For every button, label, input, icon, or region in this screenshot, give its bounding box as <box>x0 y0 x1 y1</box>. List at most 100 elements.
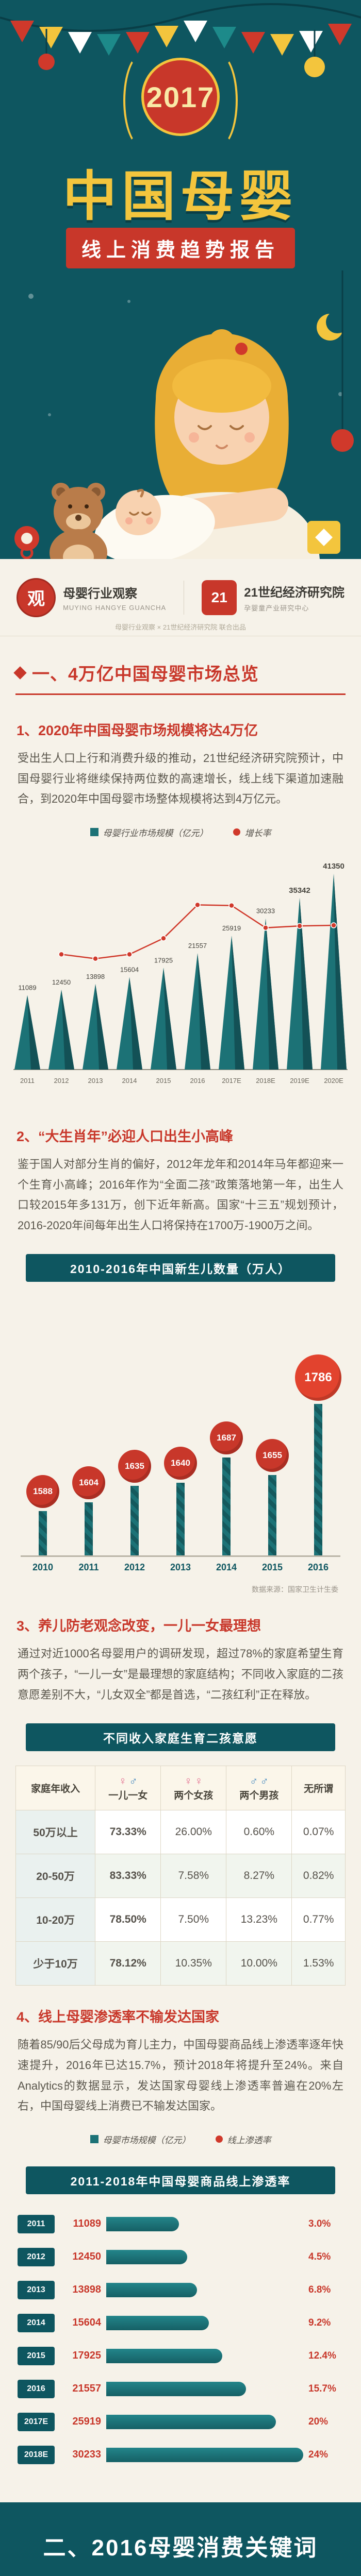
svg-text:2017E: 2017E <box>222 1077 241 1084</box>
svg-text:11089: 11089 <box>18 984 36 992</box>
market-size-chart: 11089 2011 12450 2012 13898 2013 15604 2014 1792… <box>10 845 351 1105</box>
market-size-bar <box>106 2315 209 2330</box>
penetration-value: 6.8% <box>308 2284 331 2295</box>
column-header: ♀ ♀ 两个女孩 <box>160 1766 227 1811</box>
newborn-year-label: 2014 <box>216 1562 237 1573</box>
section2-banner: 二、2016母婴消费关键词 品质、品牌、性价比 <box>0 2502 361 2576</box>
legend-market-size: 母婴市场规模（亿元） <box>90 2133 191 2146</box>
newborn-year-label: 2013 <box>170 1562 191 1573</box>
publisher-name: 母婴行业观察 <box>63 587 138 601</box>
market-size-bar <box>106 2414 276 2429</box>
value-cell: 1.53% <box>291 1941 346 1986</box>
legend-growth-rate: 增长率 <box>233 826 271 839</box>
report-subtitle: 线上消费趋势报告 <box>65 228 296 268</box>
newborn-value-bubble: 1655 <box>256 1439 289 1472</box>
column-header: ♀ ♂ 一儿一女 <box>95 1766 161 1811</box>
bar-track <box>106 2414 303 2429</box>
year-text: 2017 <box>146 80 215 113</box>
girl-icon: ♀ <box>184 1774 193 1788</box>
institute-logo: 21 <box>202 580 237 615</box>
newborn-stem <box>39 1511 47 1556</box>
data-source-note: 数据来源：国家卫生计生委 <box>252 1585 338 1594</box>
teal-swatch-icon <box>90 2135 99 2144</box>
svg-text:2011: 2011 <box>20 1077 35 1084</box>
table-row: 少于10万 78.12% 10.35% 10.00% 1.53% <box>15 1941 346 1986</box>
legend-label: 线上渗透率 <box>227 2135 271 2145</box>
report-title: 中国母婴 <box>62 167 298 227</box>
section2-subtitle: 品质、品牌、性价比 <box>104 2572 257 2576</box>
bar-track <box>106 2249 303 2264</box>
year-chip: 2018E <box>18 2445 55 2464</box>
observer-logo-char: 观 <box>27 589 45 609</box>
penetration-chart-legend: 母婴市场规模（亿元） 线上渗透率 <box>0 2133 361 2146</box>
svg-text:30233: 30233 <box>256 907 275 914</box>
svg-text:15604: 15604 <box>120 965 139 973</box>
sub3-title: 3、养儿防老观念改变，一儿一女最理想 <box>17 1618 261 1634</box>
market-size-bar <box>106 2216 179 2231</box>
newborn-chart-years: 2010 2011 2012 2013 2014 2015 2016 <box>21 1557 340 1578</box>
svg-text:2015: 2015 <box>156 1077 171 1084</box>
row-label: 50万以上 <box>15 1810 96 1855</box>
newborn-value-bubble: 1588 <box>26 1475 59 1509</box>
value-cell: 0.77% <box>291 1897 346 1942</box>
newborn-value-bubble: 1604 <box>72 1466 105 1500</box>
institute-logo-char: 21 <box>211 589 227 605</box>
sub2-body: 鉴于国人对部分生肖的偏好，2012年龙年和2014年马年都迎来一个生育小高峰；2… <box>18 1157 343 1232</box>
svg-text:12450: 12450 <box>52 978 71 986</box>
value-cell: 0.07% <box>291 1810 346 1855</box>
penetration-value: 24% <box>308 2449 329 2460</box>
penetration-row: 2017E 25919 20% <box>18 2405 343 2438</box>
boy-icon: ♂ <box>129 1774 138 1788</box>
market-size-value: 25919 <box>72 2416 101 2428</box>
value-cell: 10.00% <box>226 1941 292 1986</box>
year-chip: 2017E <box>18 2412 55 2431</box>
year-badge: 2017 <box>123 53 238 148</box>
bar-track <box>106 2216 303 2231</box>
year-chip: 2014 <box>18 2313 55 2332</box>
market-chart-legend: 母婴行业市场规模（亿元） 增长率 <box>0 826 361 839</box>
svg-text:21557: 21557 <box>188 942 207 950</box>
newborn-stem <box>176 1483 185 1556</box>
penetration-row: 2015 17925 12.4% <box>18 2340 343 2372</box>
sub1-title: 1、2020年中国母婴市场规模将达4万亿 <box>17 723 258 738</box>
svg-text:2012: 2012 <box>54 1077 69 1084</box>
svg-text:2013: 2013 <box>88 1077 103 1084</box>
value-cell: 78.12% <box>95 1941 161 1986</box>
year-chip: 2011 <box>18 2214 55 2233</box>
newborn-value-bubble: 1687 <box>210 1421 243 1455</box>
newborn-column: 1640 <box>158 1447 203 1556</box>
value-cell: 10.35% <box>160 1941 227 1986</box>
penetration-value: 20% <box>308 2416 329 2427</box>
market-size-bar <box>106 2249 187 2264</box>
year-chip: 2015 <box>18 2346 55 2365</box>
svg-text:41350: 41350 <box>323 862 344 871</box>
svg-text:2018E: 2018E <box>256 1077 275 1084</box>
newborn-stem <box>130 1486 139 1556</box>
section1-header: 一、4万亿中国母婴市场总览 <box>13 660 346 695</box>
teal-swatch-icon <box>90 828 99 837</box>
newborn-stem <box>314 1404 322 1556</box>
legend-label: 母婴市场规模（亿元） <box>103 2135 191 2145</box>
svg-text:2020E: 2020E <box>324 1077 343 1084</box>
table-row: 50万以上 73.33% 26.00% 0.60% 0.07% <box>15 1810 346 1855</box>
table-row: 20-50万 83.33% 7.58% 8.27% 0.82% <box>15 1854 346 1899</box>
penetration-value: 4.5% <box>308 2251 331 2262</box>
market-size-bar <box>106 2447 303 2462</box>
publisher-tagline: MUYING HANGYE GUANCHA <box>63 604 167 612</box>
income-table-title: 不同收入家庭生育二孩意愿 <box>26 1723 335 1752</box>
newborn-chart: 1588 1604 1635 1640 1687 1655 1786 <box>21 1299 341 1557</box>
legend-market-size: 母婴行业市场规模（亿元） <box>90 826 208 839</box>
newborn-year-label: 2015 <box>261 1562 283 1573</box>
second-child-income-table: 家庭年收入 ♀ ♂ 一儿一女 ♀ ♀ 两个女孩 ♂ ♂ 两个男孩 无所谓 50万以上 73.33% 26.… <box>15 1766 346 1986</box>
newborn-value-bubble: 1635 <box>118 1450 151 1483</box>
value-cell: 78.50% <box>95 1897 161 1942</box>
sub2-title: 2、“大生肖年”必迎人口出生小高峰 <box>17 1128 234 1144</box>
bar-track <box>106 2381 303 2396</box>
row-label: 少于10万 <box>15 1941 96 1986</box>
legend-label: 母婴行业市场规模（亿元） <box>103 828 208 838</box>
value-cell: 26.00% <box>160 1810 227 1855</box>
legend-penetration: 线上渗透率 <box>215 2133 271 2146</box>
publisher-observer: 观 母婴行业观察 MUYING HANGYE GUANCHA <box>17 578 166 617</box>
publisher-tagline: 孕婴童产业研究中心 <box>244 604 309 612</box>
market-size-value: 30233 <box>72 2449 101 2461</box>
